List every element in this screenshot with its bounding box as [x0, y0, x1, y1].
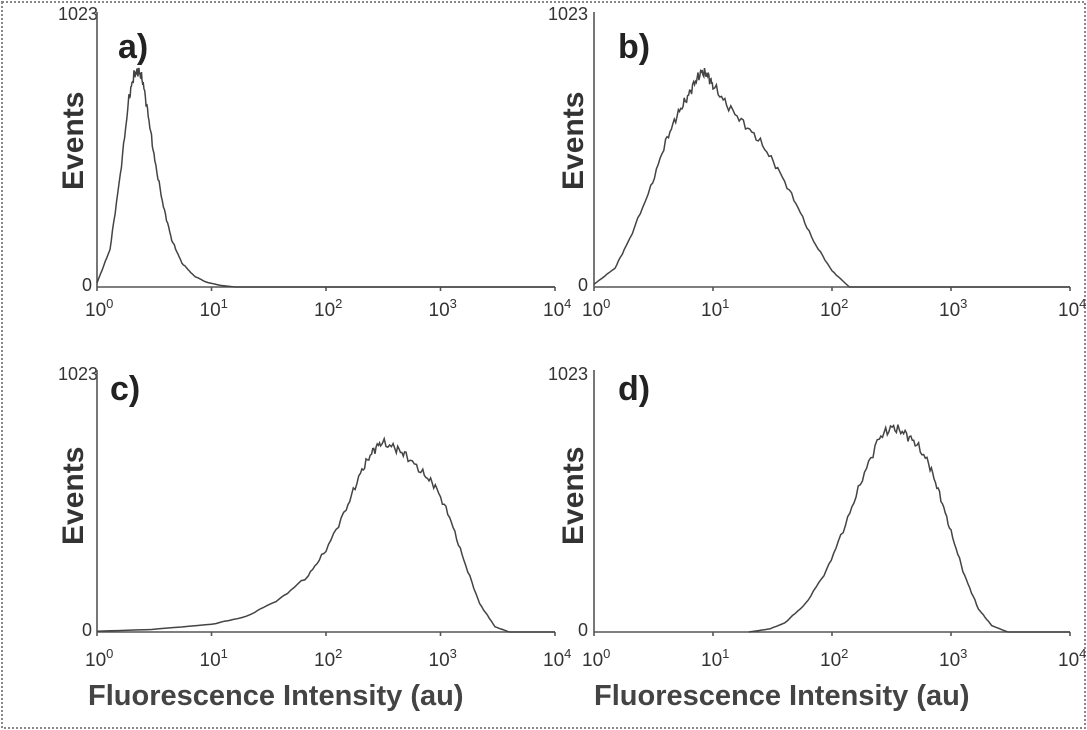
x-tick-label-d-4: 104	[1058, 646, 1086, 671]
y-tick-zero-b: 0	[578, 275, 588, 295]
panel-label-b: b)	[618, 28, 650, 66]
x-tick-labels-b: 100 101 102 103 104	[582, 287, 1086, 321]
x-tick-label-a-3: 103	[429, 296, 457, 321]
panel-label-c: c)	[110, 370, 140, 408]
y-tick-max-c: 1023	[58, 364, 98, 384]
y-tick-zero-d: 0	[578, 620, 588, 640]
y-tick-zero-c: 0	[82, 620, 92, 640]
y-axis-label-a: Events	[57, 92, 90, 190]
x-tick-label-d-2: 102	[820, 646, 848, 671]
x-tick-label-a-1: 101	[200, 296, 228, 321]
x-axis-label-c: Fluorescence Intensity (au)	[88, 680, 464, 712]
x-tick-label-c-3: 103	[429, 646, 457, 671]
x-tick-label-b-1: 101	[701, 296, 729, 321]
x-tick-label-d-0: 100	[582, 646, 610, 671]
x-tick-label-d-3: 103	[939, 646, 967, 671]
x-tick-label-c-1: 101	[200, 646, 228, 671]
x-tick-label-c-4: 104	[543, 646, 571, 671]
x-tick-label-b-3: 103	[939, 296, 967, 321]
panel-b: b) 1023 0 Events 100 101 102 103 104	[548, 4, 1086, 321]
y-axis-label-d: Events	[557, 447, 590, 545]
x-tick-label-b-2: 102	[820, 296, 848, 321]
x-tick-label-b-4: 104	[1058, 296, 1086, 321]
x-tick-label-c-2: 102	[314, 646, 342, 671]
x-tick-label-a-2: 102	[314, 296, 342, 321]
y-axis-label-c: Events	[57, 447, 90, 545]
x-tick-label-a-4: 104	[543, 296, 571, 321]
histogram-curve-a	[96, 67, 555, 288]
y-axis-label-b: Events	[557, 92, 590, 190]
x-tick-labels-c: 100 101 102 103 104	[85, 632, 571, 671]
y-tick-max-a: 1023	[58, 4, 98, 24]
x-tick-label-a-0: 100	[85, 296, 113, 321]
x-tick-label-d-1: 101	[701, 646, 729, 671]
x-axis-label-d: Fluorescence Intensity (au)	[594, 680, 970, 712]
histogram-curve-d	[748, 423, 1070, 633]
histogram-curve-b	[593, 67, 1070, 288]
x-tick-label-c-0: 100	[85, 646, 113, 671]
x-tick-label-b-0: 100	[582, 296, 610, 321]
panel-label-d: d)	[618, 370, 650, 408]
y-tick-max-d: 1023	[548, 364, 588, 384]
y-tick-zero-a: 0	[82, 275, 92, 295]
x-tick-labels-a: 100 101 102 103 104	[85, 287, 571, 321]
histogram-curve-c	[96, 436, 555, 633]
x-tick-labels-d: 100 101 102 103 104	[582, 632, 1086, 671]
panel-label-a: a)	[118, 28, 148, 66]
y-tick-max-b: 1023	[548, 4, 588, 24]
panel-c: c) 1023 0 Events 100 101 102 103 104 Fluores…	[57, 364, 571, 712]
panel-d: d) 1023 0 Events 100 101 102 103 104 Fluores…	[548, 364, 1086, 712]
panel-a: a) 1023 0 Events 100 101 102 103 104	[57, 4, 571, 321]
